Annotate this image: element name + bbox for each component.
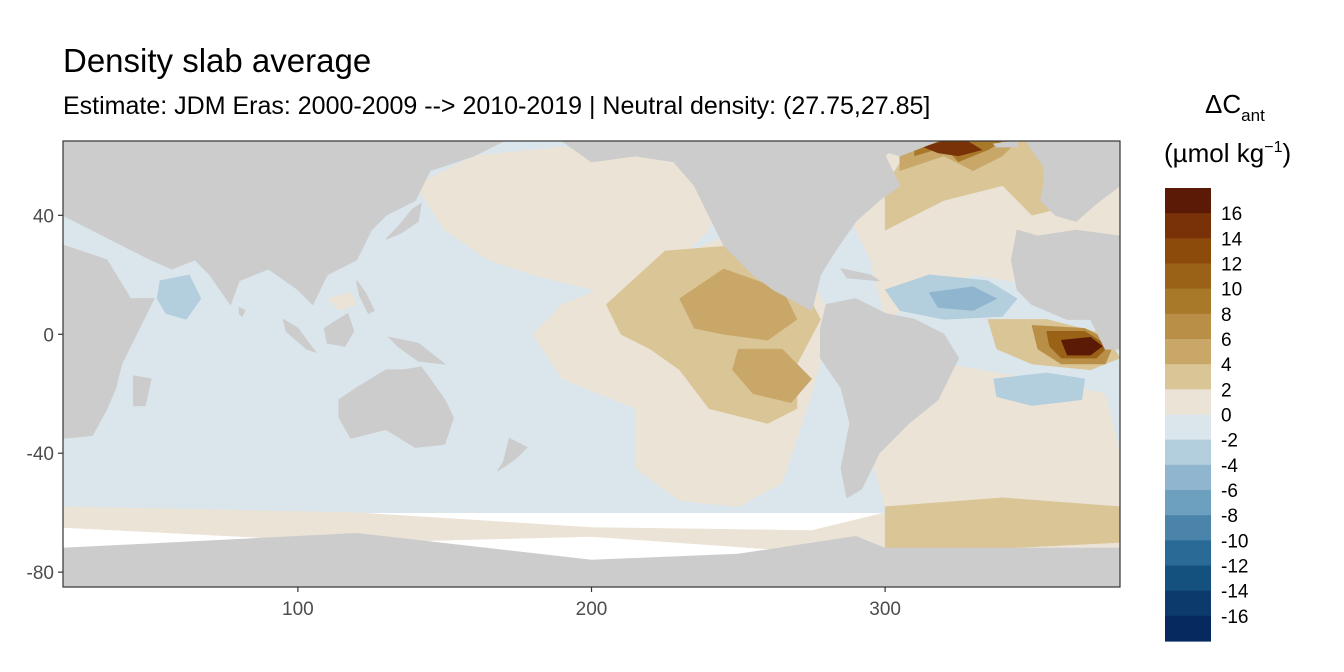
y-tick-label: -40 xyxy=(27,444,54,465)
region-southern-warm-band xyxy=(884,497,1120,549)
legend-bin xyxy=(1165,540,1211,567)
land-africa-indian xyxy=(63,244,155,439)
legend-bin xyxy=(1165,615,1211,642)
land-north-america xyxy=(561,141,901,312)
legend-label: -12 xyxy=(1221,557,1248,578)
x-tick-label: 100 xyxy=(282,599,314,620)
legend-bin xyxy=(1165,490,1211,516)
legend-bin xyxy=(1165,339,1211,365)
region-south-china-warm xyxy=(326,292,357,311)
y-tick-label: -80 xyxy=(27,563,54,584)
x-tick-label: 200 xyxy=(576,599,608,620)
legend-label: -16 xyxy=(1221,607,1248,628)
land-uk xyxy=(1043,160,1059,187)
land-antarctica xyxy=(63,532,1120,587)
legend-label: 6 xyxy=(1221,330,1232,351)
region-south-atlantic-cool xyxy=(993,372,1086,406)
legend-label: 16 xyxy=(1221,204,1242,225)
land-caribbean xyxy=(840,268,880,282)
land-japan xyxy=(385,202,422,240)
land-south-america xyxy=(820,298,960,499)
region-labrador-core xyxy=(922,141,983,157)
legend-bin xyxy=(1165,590,1211,617)
legend-label: -14 xyxy=(1221,582,1249,603)
region-east-pacific-core xyxy=(679,268,798,341)
land-australia xyxy=(338,366,455,448)
y-tick-label: 40 xyxy=(33,206,54,227)
region-east-atlantic-core xyxy=(1060,336,1103,356)
legend-bin xyxy=(1165,213,1211,239)
legend-label: -6 xyxy=(1221,481,1238,502)
legend-bin xyxy=(1165,238,1211,265)
map-panel xyxy=(63,141,1120,587)
legend-label: 2 xyxy=(1221,380,1232,401)
legend-bin xyxy=(1165,389,1211,416)
land-new-guinea xyxy=(387,336,447,365)
colorbar-legend: ΔCant (µmol kg−1) 16 14 12 10 8 6 4 2 0 -2 -4 -6 -8 -… xyxy=(1164,89,1291,642)
legend-label: -2 xyxy=(1221,431,1238,452)
legend-units: (µmol kg−1) xyxy=(1164,138,1291,168)
chart-subtitle: Estimate: JDM Eras: 2000-2009 --> 2010-2… xyxy=(63,92,931,120)
chart-title: Density slab average xyxy=(63,42,372,79)
legend-bin xyxy=(1165,439,1211,466)
legend-label: 8 xyxy=(1221,305,1232,326)
land-sumatra xyxy=(282,318,317,354)
legend-bin xyxy=(1165,364,1211,390)
y-tick-label: 0 xyxy=(43,325,54,346)
legend-bin xyxy=(1165,288,1211,315)
land-madagascar xyxy=(133,375,152,407)
legend-bin xyxy=(1165,414,1211,441)
legend-bin xyxy=(1165,313,1211,340)
legend-title-sub: ant xyxy=(1241,106,1265,125)
legend-label: 10 xyxy=(1221,280,1242,301)
region-east-pacific-south-core xyxy=(732,348,813,403)
land-greenland xyxy=(878,141,939,157)
legend-title: ΔCant xyxy=(1205,89,1265,125)
land-sri-lanka xyxy=(238,306,246,318)
legend-title-main: ΔC xyxy=(1205,89,1241,119)
legend-label: -10 xyxy=(1221,531,1248,552)
legend-bin xyxy=(1165,565,1211,592)
legend-label: -4 xyxy=(1221,456,1238,477)
legend-label: 14 xyxy=(1221,229,1243,250)
legend-label: -8 xyxy=(1221,506,1238,527)
land-borneo xyxy=(323,312,355,347)
legend-bin xyxy=(1165,464,1211,491)
region-tropical-atlantic-cool-core xyxy=(928,286,998,311)
legend-label: 0 xyxy=(1221,406,1232,427)
land-eurasia xyxy=(63,141,504,306)
land-africa-atlantic xyxy=(1010,229,1120,350)
legend-bin xyxy=(1165,263,1211,290)
legend-color-bins xyxy=(1165,188,1211,642)
legend-units-suffix: ) xyxy=(1282,138,1291,168)
x-tick-label: 300 xyxy=(869,599,901,620)
land-philippines xyxy=(356,280,375,315)
legend-units-exp: −1 xyxy=(1264,139,1282,156)
legend-bin xyxy=(1165,515,1211,541)
x-axis: 100 200 300 xyxy=(282,587,901,620)
y-axis: 40 0 -40 -80 xyxy=(27,206,63,584)
land-masses xyxy=(63,141,1120,587)
land-new-zealand xyxy=(497,437,528,472)
land-iceland xyxy=(992,141,1018,148)
legend-labels: 16 14 12 10 8 6 4 2 0 -2 -4 -6 -8 -10 -12 -14 -16 xyxy=(1221,204,1249,628)
legend-bin xyxy=(1165,188,1211,214)
legend-label: 12 xyxy=(1221,255,1242,276)
legend-label: 4 xyxy=(1221,355,1232,376)
legend-units-prefix: (µmol kg xyxy=(1164,138,1264,168)
region-indian-ocean-cool xyxy=(156,274,202,320)
